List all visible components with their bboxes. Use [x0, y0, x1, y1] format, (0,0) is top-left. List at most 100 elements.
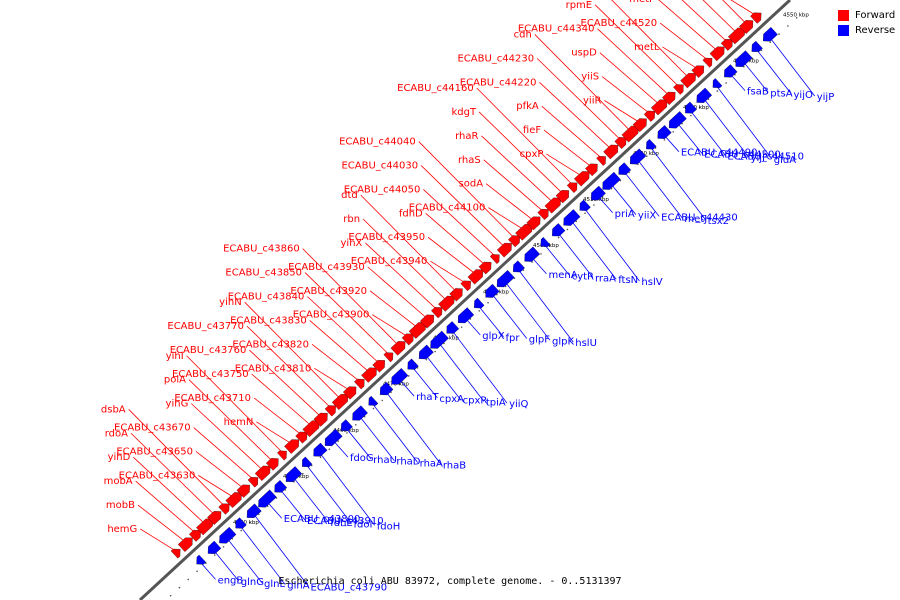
- reverse-gene-label: metJ: [684, 214, 707, 225]
- forward-gene-arrow: [603, 144, 619, 160]
- forward-leader-line: [140, 528, 178, 553]
- tick-dot: [222, 546, 225, 548]
- reverse-gene-label: glnL: [264, 579, 285, 590]
- forward-leader-line: [597, 28, 671, 98]
- forward-gene-arrow: [324, 405, 336, 417]
- reverse-gene-arrow: [735, 50, 753, 67]
- reverse-gene-label: yiiX: [638, 211, 656, 222]
- forward-gene-arrow: [284, 439, 300, 454]
- forward-gene-label: ECABU_c44220: [460, 77, 537, 88]
- forward-leader-line: [427, 236, 478, 276]
- tick-dot: [487, 301, 489, 304]
- reverse-gene-arrow: [629, 148, 647, 165]
- reverse-swatch: [838, 25, 849, 36]
- reverse-gene-label: gldA: [774, 155, 796, 166]
- forward-gene-arrow: [596, 156, 606, 166]
- reverse-gene-label: rhaB: [443, 460, 466, 471]
- forward-gene-arrow: [460, 280, 471, 292]
- reverse-gene-arrow: [324, 428, 343, 447]
- forward-gene-arrow: [313, 412, 328, 427]
- reverse-gene-arrow: [712, 78, 723, 88]
- reverse-gene-label: cpxR: [463, 396, 488, 407]
- forward-gene-label: fdhD: [399, 208, 423, 219]
- forward-gene-label: yiiR: [583, 96, 601, 107]
- reverse-gene-arrow: [602, 171, 621, 190]
- tick-dot: [725, 82, 727, 84]
- reverse-leader-line: [636, 157, 683, 219]
- forward-leader-line: [476, 87, 575, 187]
- forward-gene-arrow: [449, 288, 463, 302]
- forward-gene-label: ECABU_c43850: [225, 268, 302, 279]
- reverse-gene-label: yiiQ: [509, 399, 528, 410]
- reverse-gene-arrow: [657, 125, 672, 139]
- forward-leader-line: [543, 129, 594, 169]
- forward-leader-line: [365, 242, 439, 312]
- forward-leader-line: [681, 0, 729, 44]
- forward-gene-arrow: [508, 235, 520, 248]
- legend-item-reverse: Reverse: [838, 23, 895, 38]
- tick-dot: [645, 155, 648, 157]
- forward-leader-line: [311, 344, 362, 383]
- reverse-gene-arrow: [524, 246, 541, 262]
- forward-leader-line: [483, 159, 546, 214]
- reverse-gene-label: rraA: [595, 273, 616, 284]
- forward-gene-arrow: [188, 529, 201, 542]
- reverse-gene-label: yijF: [751, 153, 768, 164]
- forward-leader-line: [485, 183, 536, 223]
- forward-leader-line: [604, 100, 642, 124]
- forward-leader-line: [611, 0, 691, 80]
- reverse-gene-arrow: [618, 162, 632, 175]
- reverse-gene-label: ftsN: [618, 275, 638, 286]
- reverse-gene-arrow: [646, 138, 657, 150]
- forward-leader-line: [362, 218, 449, 303]
- reverse-leader-line: [305, 463, 352, 524]
- legend-label-forward: Forward: [855, 10, 896, 21]
- reverse-gene-arrow: [235, 517, 247, 529]
- legend-label-reverse: Reverse: [855, 25, 896, 36]
- tick-dot: [787, 25, 789, 27]
- reverse-gene-label: glnA: [287, 581, 309, 592]
- forward-leader-line: [594, 4, 681, 89]
- genome-caption: Escherichia coli ABU 83972, complete gen…: [278, 576, 622, 587]
- forward-gene-label: ECABU_c43940: [351, 256, 428, 267]
- forward-gene-label: ECABU_c44160: [397, 83, 474, 94]
- forward-leader-line: [251, 373, 313, 428]
- reverse-gene-arrow: [552, 223, 566, 237]
- forward-leader-line: [304, 272, 391, 356]
- forward-gene-track: [170, 12, 762, 559]
- reverse-gene-arrow: [685, 101, 698, 114]
- tick-dot: [302, 472, 304, 475]
- forward-gene-arrow: [526, 216, 541, 231]
- reverse-gene-arrow: [579, 199, 591, 211]
- forward-gene-arrow: [401, 333, 414, 346]
- scale-label: 4530 kbp: [683, 105, 709, 111]
- tick-dot: [372, 407, 375, 410]
- forward-gene-label: ECABU_c44100: [409, 203, 486, 214]
- forward-gene-arrow: [295, 431, 308, 444]
- forward-gene-label: ECABU_c43860: [223, 244, 300, 255]
- reverse-gene-label: ECABU_c43800: [284, 514, 361, 525]
- forward-gene-arrow: [225, 492, 242, 509]
- legend-item-forward: Forward: [838, 8, 895, 23]
- reverse-gene-label: tpiA: [486, 397, 506, 408]
- reverse-gene-arrow: [246, 503, 262, 518]
- reverse-gene-arrow: [219, 526, 237, 544]
- forward-gene-label: ECABU_c43770: [167, 321, 244, 332]
- reverse-gene-arrow: [591, 185, 606, 201]
- forward-leader-line: [188, 379, 275, 463]
- forward-gene-arrow: [709, 46, 725, 62]
- forward-gene-arrow: [236, 484, 250, 498]
- reverse-gene-label: fdoI: [353, 520, 372, 531]
- forward-leader-line: [198, 475, 236, 499]
- forward-leader-line: [425, 213, 488, 267]
- reverse-gene-label: ECABU_c44510: [727, 151, 804, 162]
- forward-gene-label: ECABU_c43710: [174, 393, 251, 404]
- reverse-gene-arrow: [196, 554, 207, 565]
- forward-leader-line: [128, 409, 226, 508]
- forward-gene-arrow: [265, 458, 279, 471]
- tick-dot: [178, 586, 181, 589]
- reverse-gene-label: cytR: [572, 272, 594, 283]
- reverse-gene-arrow: [513, 260, 525, 273]
- reverse-gene-arrow: [751, 40, 763, 52]
- forward-gene-label: ECABU_c44050: [344, 184, 421, 195]
